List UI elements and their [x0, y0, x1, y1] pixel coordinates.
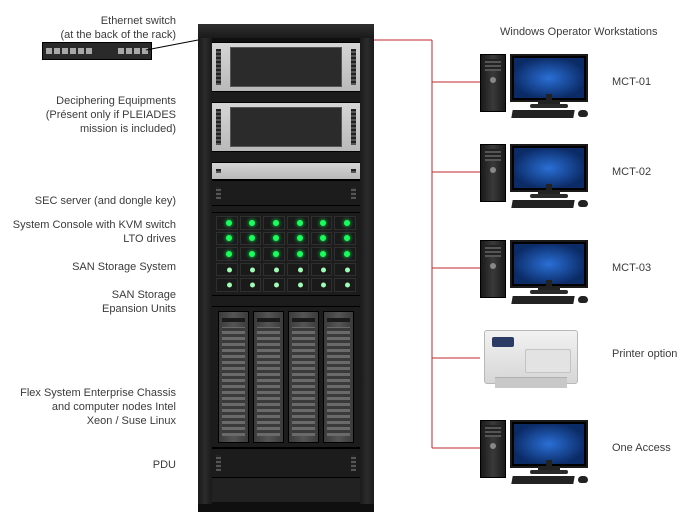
- rack-unit-spacer-1: [212, 92, 360, 102]
- rack-unit-spacer-2: [212, 152, 360, 162]
- rack-unit-console-kvm-lto: [212, 180, 360, 206]
- rack-unit-flex-chassis: [212, 306, 360, 448]
- mouse-icon: [578, 110, 588, 117]
- workstation-mct-03: MCT-03: [480, 234, 680, 304]
- pc-tower-icon: [480, 144, 506, 202]
- mouse-icon: [578, 296, 588, 303]
- rack-unit-san-storage: [212, 212, 360, 296]
- label-sec-server: SEC server (and dongle key): [6, 194, 176, 208]
- pc-tower-icon: [480, 240, 506, 298]
- pc-tower-icon: [480, 54, 506, 112]
- rack-unit-spacer-4: [212, 296, 360, 306]
- rack-unit-pdu: [212, 448, 360, 478]
- printer-label: Printer option: [612, 348, 677, 360]
- printer-icon: [484, 330, 578, 384]
- pc-tower-icon: [480, 420, 506, 478]
- label-san-expansion: SAN StorageEpansion Units: [6, 288, 176, 316]
- server-rack: [198, 24, 374, 512]
- workstation-one-access: One Access: [480, 414, 680, 484]
- printer: Printer option: [480, 320, 680, 390]
- rack-unit-deciphering-unit-1: [212, 42, 360, 92]
- label-san: SAN Storage System: [6, 260, 176, 274]
- workstation-mct-02: MCT-02: [480, 138, 680, 208]
- mouse-icon: [578, 476, 588, 483]
- label-pdu: PDU: [6, 458, 176, 472]
- keyboard-icon: [511, 296, 574, 304]
- ethernet-switch-icon: [42, 42, 152, 60]
- keyboard-icon: [511, 476, 574, 484]
- label-deciphering: Deciphering Equipments(Présent only if P…: [6, 94, 176, 136]
- label-ethernet-switch: Ethernet switch(at the back of the rack): [6, 14, 176, 42]
- workstation-label: MCT-01: [612, 76, 651, 88]
- right-heading: Windows Operator Workstations: [500, 26, 658, 38]
- keyboard-icon: [511, 200, 574, 208]
- keyboard-icon: [511, 110, 574, 118]
- label-console: System Console with KVM switchLTO drives: [6, 218, 176, 246]
- workstation-mct-01: MCT-01: [480, 48, 680, 118]
- workstation-label: MCT-03: [612, 262, 651, 274]
- rack-unit-sec-server: [212, 162, 360, 180]
- mouse-icon: [578, 200, 588, 207]
- rack-unit-deciphering-unit-2: [212, 102, 360, 152]
- label-flex-chassis: Flex System Enterprise Chassisand comput…: [6, 386, 176, 428]
- workstation-label: MCT-02: [612, 166, 651, 178]
- workstation-label: One Access: [612, 442, 671, 454]
